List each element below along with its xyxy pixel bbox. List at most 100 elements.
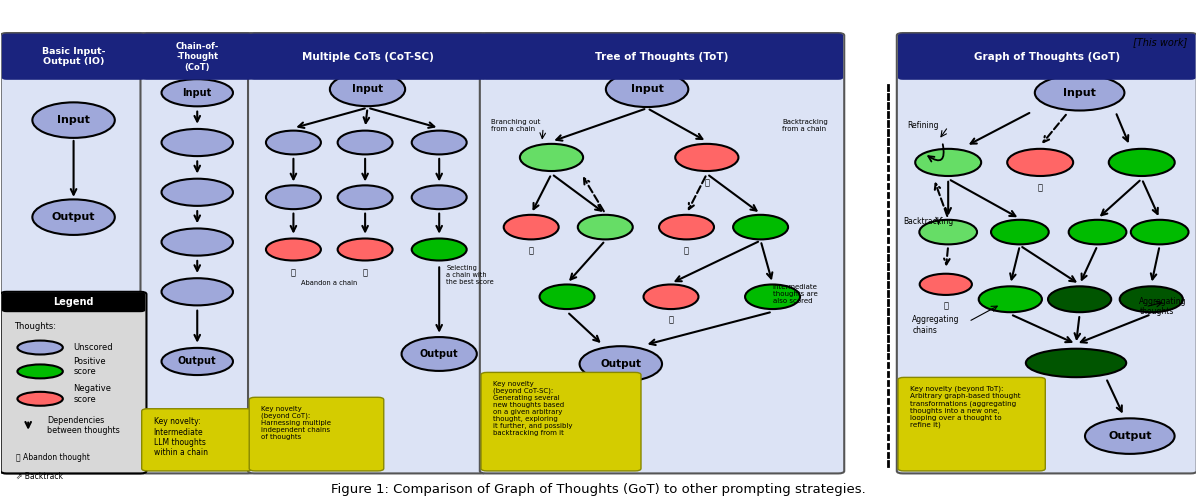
Text: ⛎ Abandon thought: ⛎ Abandon thought	[17, 453, 90, 462]
Text: Unscored: Unscored	[73, 343, 113, 352]
Text: Basic Input-
Output (IO): Basic Input- Output (IO)	[42, 47, 106, 66]
Ellipse shape	[412, 185, 467, 209]
Ellipse shape	[162, 278, 233, 305]
FancyBboxPatch shape	[2, 292, 145, 312]
Text: Backtracking: Backtracking	[902, 217, 953, 226]
Text: ⛎: ⛎	[290, 268, 296, 277]
Text: Legend: Legend	[53, 297, 94, 307]
FancyBboxPatch shape	[140, 33, 254, 474]
FancyBboxPatch shape	[481, 33, 844, 80]
Ellipse shape	[337, 185, 392, 209]
Text: Tree of Thoughts (ToT): Tree of Thoughts (ToT)	[595, 52, 728, 62]
FancyBboxPatch shape	[898, 33, 1195, 80]
Ellipse shape	[337, 131, 392, 154]
Ellipse shape	[919, 220, 977, 245]
Ellipse shape	[266, 239, 320, 260]
Text: Positive
score: Positive score	[73, 357, 107, 376]
Text: [This work]: [This work]	[1133, 37, 1187, 47]
Text: Output: Output	[600, 359, 641, 369]
Text: Output: Output	[1108, 431, 1152, 441]
Ellipse shape	[580, 346, 662, 382]
FancyBboxPatch shape	[481, 372, 641, 471]
FancyBboxPatch shape	[250, 397, 384, 471]
Text: Selecting
a chain with
the best score: Selecting a chain with the best score	[446, 265, 494, 285]
Ellipse shape	[733, 215, 788, 240]
Ellipse shape	[32, 102, 115, 138]
Ellipse shape	[659, 215, 714, 240]
Text: Aggregating
thoughts: Aggregating thoughts	[1139, 297, 1187, 316]
Ellipse shape	[991, 220, 1049, 245]
Ellipse shape	[504, 215, 559, 240]
Ellipse shape	[745, 284, 800, 309]
Text: Backtracking
from a chain: Backtracking from a chain	[782, 119, 828, 132]
Text: Branching out
from a chain: Branching out from a chain	[491, 119, 540, 132]
Ellipse shape	[162, 179, 233, 206]
FancyBboxPatch shape	[142, 33, 253, 80]
Ellipse shape	[919, 274, 972, 295]
Text: Figure 1: Comparison of Graph of Thoughts (GoT) to other prompting strategies.: Figure 1: Comparison of Graph of Thought…	[331, 483, 865, 496]
Text: ⇗ Backtrack: ⇗ Backtrack	[17, 472, 64, 481]
Ellipse shape	[266, 131, 320, 154]
Text: ⛎: ⛎	[668, 316, 673, 325]
Ellipse shape	[330, 72, 406, 106]
FancyBboxPatch shape	[250, 33, 486, 80]
Ellipse shape	[1085, 418, 1175, 454]
Ellipse shape	[643, 284, 698, 309]
Ellipse shape	[916, 149, 982, 176]
Ellipse shape	[979, 286, 1042, 312]
Ellipse shape	[18, 364, 62, 378]
Ellipse shape	[676, 144, 738, 171]
Ellipse shape	[162, 348, 233, 375]
Ellipse shape	[162, 229, 233, 255]
Ellipse shape	[412, 131, 467, 154]
Text: Input: Input	[58, 115, 90, 125]
Ellipse shape	[18, 340, 62, 354]
Text: Output: Output	[420, 349, 458, 359]
Ellipse shape	[1007, 149, 1073, 176]
Text: Abandon a chain: Abandon a chain	[301, 280, 358, 286]
Text: Refining: Refining	[907, 121, 940, 130]
Text: Input: Input	[352, 84, 383, 94]
Ellipse shape	[1130, 220, 1188, 245]
Text: Negative
score: Negative score	[73, 384, 112, 404]
Ellipse shape	[402, 337, 476, 371]
Ellipse shape	[1069, 220, 1127, 245]
Ellipse shape	[577, 215, 632, 240]
Ellipse shape	[606, 71, 689, 107]
Text: Input: Input	[182, 88, 212, 98]
Ellipse shape	[540, 284, 594, 309]
FancyBboxPatch shape	[142, 409, 253, 471]
Text: Output: Output	[178, 356, 216, 366]
FancyBboxPatch shape	[896, 33, 1196, 474]
Ellipse shape	[162, 129, 233, 156]
Text: ⛎: ⛎	[1038, 184, 1043, 193]
Text: Input: Input	[1063, 88, 1096, 98]
Ellipse shape	[412, 239, 467, 260]
Ellipse shape	[32, 200, 115, 235]
Text: Dependencies
between thoughts: Dependencies between thoughts	[47, 416, 120, 435]
Ellipse shape	[1120, 286, 1183, 312]
Text: Key novelty (beyond ToT):
Arbitrary graph-based thought
transformations (aggrega: Key novelty (beyond ToT): Arbitrary grap…	[910, 386, 1020, 428]
Text: Input: Input	[631, 84, 664, 94]
Text: Graph of Thoughts (GoT): Graph of Thoughts (GoT)	[973, 52, 1120, 62]
Text: Key novelty
(beyond CoT):
Harnessing multiple
independent chains
of thoughts: Key novelty (beyond CoT): Harnessing mul…	[262, 406, 331, 440]
Ellipse shape	[266, 185, 320, 209]
Ellipse shape	[162, 79, 233, 106]
Text: Output: Output	[52, 212, 95, 222]
FancyBboxPatch shape	[2, 33, 145, 80]
FancyBboxPatch shape	[1, 292, 146, 474]
Text: Chain-of-
-Thought
(CoT): Chain-of- -Thought (CoT)	[175, 42, 218, 71]
FancyBboxPatch shape	[1, 33, 146, 474]
Ellipse shape	[1026, 349, 1127, 377]
Ellipse shape	[520, 144, 583, 171]
Text: Thoughts:: Thoughts:	[14, 322, 56, 331]
Text: ⛎: ⛎	[704, 179, 709, 188]
Text: Multiple CoTs (CoT-SC): Multiple CoTs (CoT-SC)	[301, 52, 433, 62]
Ellipse shape	[18, 392, 62, 406]
Text: Intermediate
thoughts are
also scored: Intermediate thoughts are also scored	[773, 284, 817, 304]
Ellipse shape	[1109, 149, 1175, 176]
FancyBboxPatch shape	[248, 33, 487, 474]
FancyBboxPatch shape	[480, 33, 845, 474]
Ellipse shape	[1048, 286, 1111, 312]
FancyBboxPatch shape	[898, 377, 1045, 471]
